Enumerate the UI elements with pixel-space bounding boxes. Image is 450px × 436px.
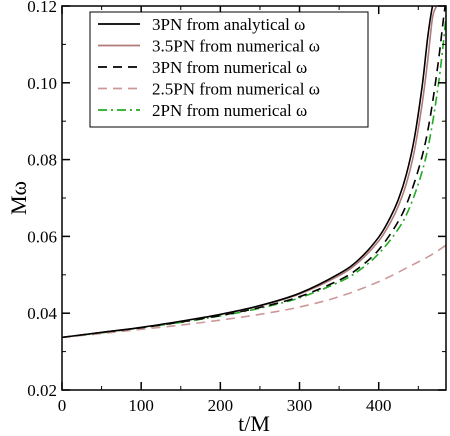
legend-box xyxy=(89,11,369,128)
y-axis-label: Mω xyxy=(6,181,31,215)
x-tick-label: 0 xyxy=(58,396,67,415)
ticks-layer: 0 100 200 300 400 0.02 0.04 0.06 0.08 0.10 0.12 xyxy=(27,0,446,415)
legend-entry-label: 3PN from analytical ω xyxy=(152,15,305,34)
series-layer xyxy=(62,6,446,339)
y-tick-label: 0.02 xyxy=(27,381,57,400)
x-tick-label: 300 xyxy=(287,396,313,415)
legend-entry-label: 2PN from numerical ω xyxy=(152,101,307,120)
y-tick-label: 0.08 xyxy=(27,151,57,170)
x-tick-label: 200 xyxy=(208,396,234,415)
legend-entry-label: 2.5PN from numerical ω xyxy=(152,80,320,99)
legend-entry-label: 3.5PN from numerical ω xyxy=(152,37,320,56)
legend: 3PN from analytical ω 3.5PN from numerica… xyxy=(89,11,369,128)
y-tick-label: 0.10 xyxy=(27,74,57,93)
x-tick-label: 400 xyxy=(366,396,392,415)
legend-entry-label: 3PN from numerical ω xyxy=(152,58,307,77)
y-tick-label: 0.06 xyxy=(27,227,57,246)
series-line xyxy=(62,6,434,339)
series-line xyxy=(62,244,446,339)
x-axis-label: t/M xyxy=(238,411,270,436)
x-tick-label: 100 xyxy=(128,396,154,415)
y-tick-label: 0.12 xyxy=(27,0,57,16)
y-tick-label: 0.04 xyxy=(27,304,57,323)
